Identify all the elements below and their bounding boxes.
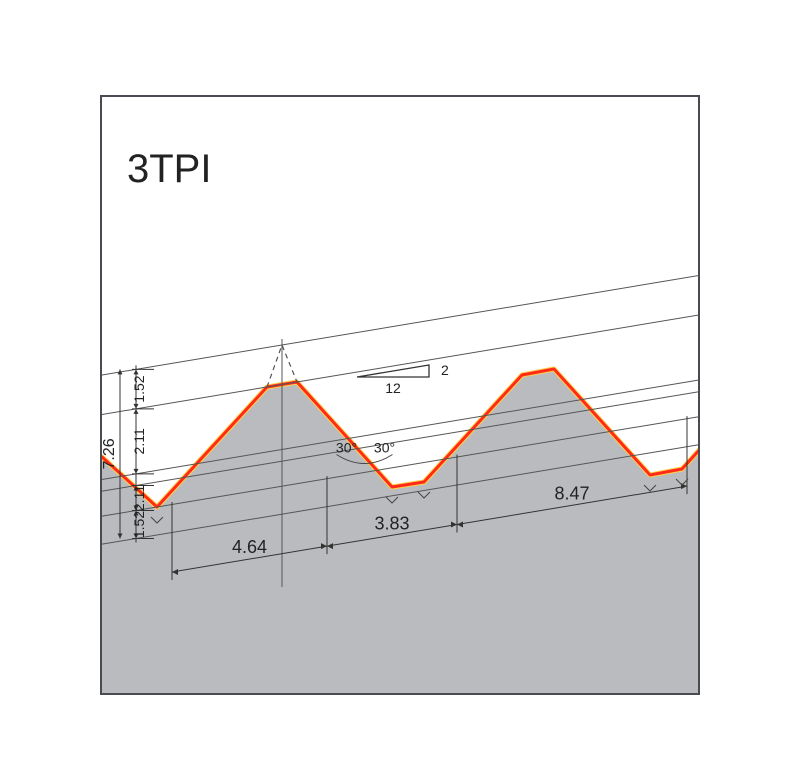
vdim-seg-label-3: 1.52 (131, 511, 147, 538)
svg-text:30°: 30° (336, 440, 357, 456)
diagram-frame: 3TPI 30°30°2124.643.838.471.522.112.111.… (100, 95, 700, 695)
hdim-label-1: 3.83 (374, 513, 409, 533)
page: 3TPI 30°30°2124.643.838.471.522.112.111.… (0, 0, 800, 773)
slope-rise-label: 2 (441, 362, 449, 378)
hdim-label-2: 8.47 (554, 483, 589, 503)
hdim-label-0: 4.64 (232, 537, 267, 557)
ref-line-1 (102, 315, 700, 415)
title-label: 3TPI (127, 147, 211, 192)
slope-run-label: 12 (385, 380, 401, 396)
vdim-seg-label-0: 1.52 (131, 375, 147, 402)
vdim-seg-label-1: 2.11 (131, 428, 147, 454)
slope-triangle (357, 365, 429, 377)
svg-text:30°: 30° (374, 440, 395, 456)
vdim-overall-label: 7.26 (102, 438, 118, 469)
vdim-seg-label-2: 2.11 (131, 485, 147, 511)
ref-line-0 (102, 275, 700, 375)
